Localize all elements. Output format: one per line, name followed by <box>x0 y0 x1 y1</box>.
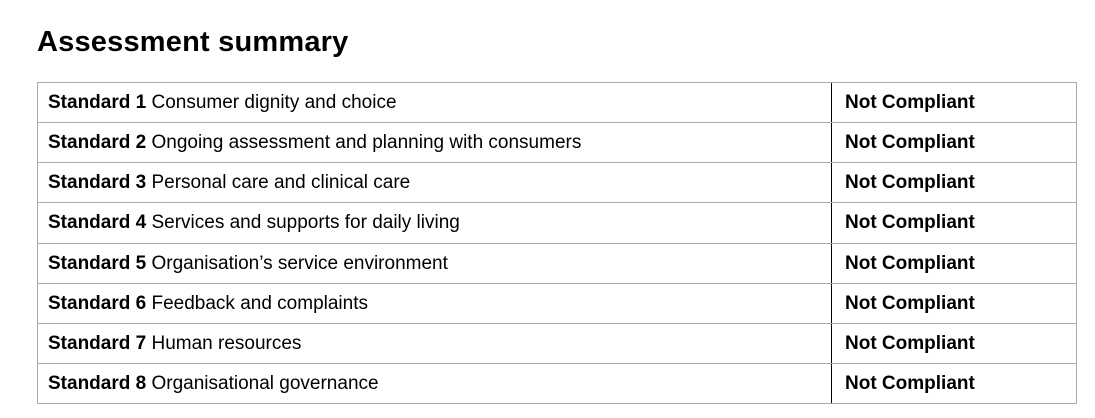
table-row: Standard 5 Organisation’s service enviro… <box>38 243 1076 284</box>
standard-label: Standard 5 <box>48 252 147 274</box>
table-row: Standard 4 Services and supports for dai… <box>38 203 1076 244</box>
status-cell: Not Compliant <box>832 203 1076 242</box>
standard-label: Standard 4 <box>48 212 147 234</box>
standard-cell: Standard 6 Feedback and complaints <box>38 283 832 323</box>
status-value: Not Compliant <box>845 252 975 274</box>
status-cell: Not Compliant <box>832 83 1076 122</box>
status-value: Not Compliant <box>845 132 975 154</box>
standard-cell: Standard 8 Organisational governance <box>38 363 832 403</box>
status-cell: Not Compliant <box>832 364 1076 403</box>
table-row: Standard 3 Personal care and clinical ca… <box>38 163 1076 204</box>
status-value: Not Compliant <box>845 292 975 314</box>
standard-label: Standard 8 <box>48 372 147 394</box>
standard-description: Human resources <box>151 332 302 354</box>
standard-label: Standard 1 <box>48 92 147 114</box>
standard-label: Standard 3 <box>48 172 147 194</box>
standard-cell: Standard 4 Services and supports for dai… <box>38 203 832 243</box>
status-cell: Not Compliant <box>832 244 1076 283</box>
status-value: Not Compliant <box>845 172 975 194</box>
standard-label: Standard 6 <box>48 292 147 314</box>
status-value: Not Compliant <box>845 332 975 354</box>
table-row: Standard 1 Consumer dignity and choice N… <box>38 83 1076 124</box>
assessment-summary-table: Standard 1 Consumer dignity and choice N… <box>37 82 1077 404</box>
table-row: Standard 8 Organisational governance Not… <box>38 363 1076 403</box>
standard-description: Consumer dignity and choice <box>151 92 397 114</box>
page-title: Assessment summary <box>37 26 349 58</box>
standard-cell: Standard 2 Ongoing assessment and planni… <box>38 123 832 163</box>
standard-label: Standard 7 <box>48 332 147 354</box>
standard-description: Personal care and clinical care <box>151 172 411 194</box>
standard-label: Standard 2 <box>48 132 147 154</box>
standard-cell: Standard 5 Organisation’s service enviro… <box>38 243 832 283</box>
table-row: Standard 2 Ongoing assessment and planni… <box>38 123 1076 164</box>
standard-description: Organisational governance <box>151 372 379 394</box>
table-row: Standard 7 Human resources Not Compliant <box>38 323 1076 364</box>
status-value: Not Compliant <box>845 92 975 114</box>
standard-cell: Standard 7 Human resources <box>38 323 832 363</box>
standard-description: Feedback and complaints <box>151 292 368 314</box>
status-cell: Not Compliant <box>832 163 1076 202</box>
status-value: Not Compliant <box>845 212 975 234</box>
status-cell: Not Compliant <box>832 284 1076 323</box>
status-cell: Not Compliant <box>832 123 1076 162</box>
status-cell: Not Compliant <box>832 324 1076 363</box>
standard-cell: Standard 3 Personal care and clinical ca… <box>38 163 832 203</box>
standard-description: Services and supports for daily living <box>151 212 460 234</box>
standard-description: Ongoing assessment and planning with con… <box>151 132 582 154</box>
standard-description: Organisation’s service environment <box>151 252 448 274</box>
status-value: Not Compliant <box>845 372 975 394</box>
table-row: Standard 6 Feedback and complaints Not C… <box>38 283 1076 324</box>
standard-cell: Standard 1 Consumer dignity and choice <box>38 83 832 123</box>
